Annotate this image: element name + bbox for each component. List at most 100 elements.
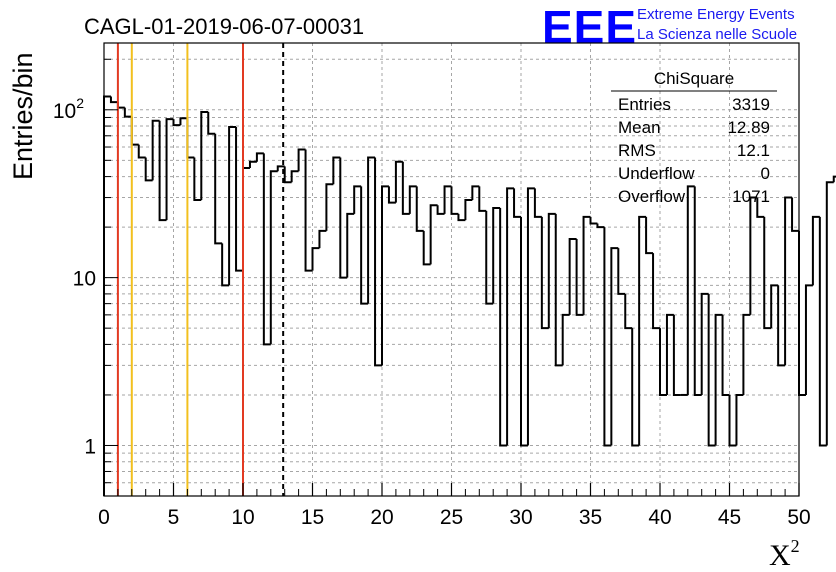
histogram-bin [749,196,758,315]
brand-line-1: Extreme Energy Events [637,6,795,23]
histogram-bin [242,166,250,271]
histogram-bin [387,186,396,204]
histogram-bin [367,156,376,304]
histogram-bin [686,185,695,395]
histogram-bin [756,197,765,218]
histogram-bin [506,187,515,446]
stat-label: Underflow [618,164,695,183]
histogram-bin [325,183,334,231]
stat-value: 12.1 [737,141,770,160]
histogram-bin [791,197,799,232]
histogram-bin [123,107,132,118]
y-tick-label: 1 [84,435,96,458]
histogram-bin [631,328,640,447]
histogram-bin [485,210,494,305]
histogram-bin [214,133,223,245]
histogram-bin [394,160,403,203]
histogram-bin [311,247,320,271]
stat-label: Entries [618,95,671,114]
histogram-bin [617,248,626,295]
histogram-bin [339,157,348,279]
histogram-bin [381,185,389,366]
histogram-bin [235,126,243,272]
histogram-bin [568,237,577,315]
histogram-bin [672,314,681,396]
histogram-bin [179,117,188,126]
histogram-bin [665,313,674,395]
histogram-bin [436,205,445,215]
histogram-bin [478,186,487,212]
axis-ticks: 0 5 10 15 20 25 30 35 40 45 50 1 10 102 [53,58,811,529]
histogram-bin [784,196,793,366]
histogram-bin [533,188,542,218]
x-tick-label: 20 [370,506,393,529]
histogram-bin [540,216,549,330]
logo-text: EEE [542,1,637,53]
stat-label: Overflow [618,187,686,206]
histogram-bin [513,188,521,218]
stat-value: 12.89 [727,118,770,137]
histogram-bin [422,230,431,266]
histogram-bin [318,229,327,249]
histogram-bin [610,247,619,446]
histogram-bin [172,119,181,127]
x-tick-label: 50 [787,506,810,529]
histogram-bin [109,96,118,104]
histogram-bin [582,215,591,315]
histogram-bin [659,328,667,396]
histogram-bin [464,199,473,221]
histogram-bin [248,160,257,168]
histogram-bin [165,118,174,221]
x-tick-label: 30 [509,506,532,529]
histogram-bin [763,216,772,330]
histogram-bin [158,120,167,222]
x-tick-label: 45 [718,506,741,529]
x-tick-label: 0 [98,506,110,529]
histogram-bin [547,212,556,329]
histogram-bin [471,185,480,201]
histogram-bin [714,313,723,446]
histogram-bin [151,119,160,181]
x-tick-label: 40 [648,506,671,529]
histogram-bin [825,181,834,446]
histogram-bin [728,394,737,447]
histogram-bin [200,111,209,201]
histogram-bin [304,149,313,272]
y-tick-label: 102 [53,95,84,123]
histogram-bin [276,165,285,172]
histogram-bin [811,215,820,286]
histogram-bin [770,284,779,329]
histogram-bin [645,216,654,255]
histogram-bin [415,186,424,232]
histogram-bin [457,213,466,222]
histogram-bin [450,186,459,215]
histogram-bin [262,153,271,346]
histogram-bin [255,152,264,162]
x-axis-label-base: X [769,539,791,572]
histogram-bin [499,207,508,447]
x-tick-label: 25 [440,506,463,529]
histogram-bin [554,213,563,367]
histogram-bin [624,293,633,330]
histogram-bin [832,175,836,183]
histogram-bin [408,185,417,214]
histogram-bin [561,313,570,366]
histogram-bin [443,185,452,214]
x-tick-label: 10 [231,506,254,529]
histogram-bin [297,148,306,172]
stat-value: 1071 [732,187,770,206]
histogram-bin [193,157,202,202]
y-tick-label: 10 [73,268,96,291]
histogram-bin [652,253,660,330]
histogram-bin [228,125,237,286]
histogram-bin [130,116,139,146]
stat-value: 3319 [732,95,770,114]
x-tick-label: 5 [168,506,180,529]
histogram [103,95,836,496]
histogram-bin [353,185,362,214]
x-tick-label: 35 [579,506,602,529]
histogram-bin [332,156,341,185]
histogram-bin [429,204,438,265]
histogram-bin [721,314,730,396]
